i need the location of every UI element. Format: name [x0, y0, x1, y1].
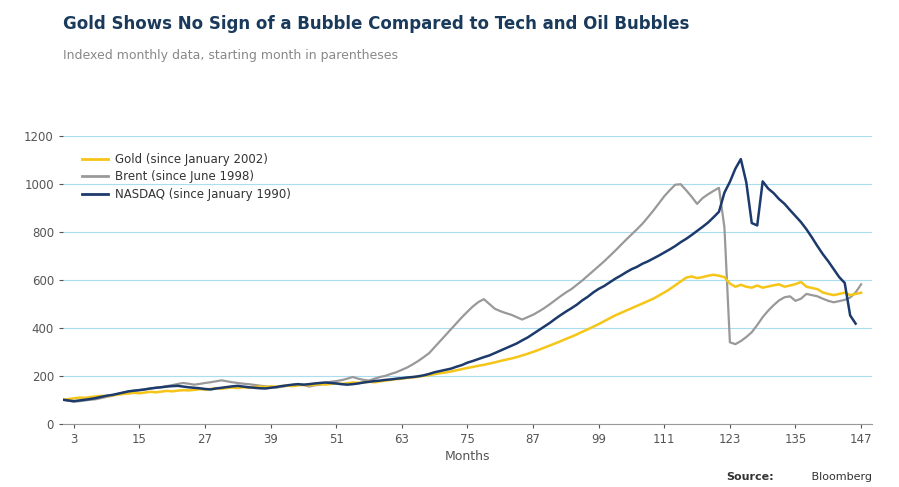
NASDAQ (since January 1990) — [850, 320, 861, 326]
Gold (since January 2002) — [856, 290, 867, 296]
Gold (since January 2002) — [494, 358, 505, 364]
NASDAQ (since January 1990) — [462, 360, 473, 366]
NASDAQ (since January 1990) — [528, 331, 539, 337]
Gold (since January 2002) — [686, 274, 697, 280]
Gold (since January 2002) — [271, 384, 281, 390]
Legend: Gold (since January 2002), Brent (since June 1998), NASDAQ (since January 1990): Gold (since January 2002), Brent (since … — [77, 148, 295, 206]
Brent (since June 1998) — [68, 399, 79, 405]
Brent (since June 1998) — [697, 195, 708, 201]
NASDAQ (since January 1990) — [254, 385, 265, 391]
NASDAQ (since January 1990) — [287, 382, 298, 388]
Gold (since January 2002) — [675, 279, 686, 284]
Line: Gold (since January 2002): Gold (since January 2002) — [63, 275, 861, 400]
Text: Source:: Source: — [726, 472, 774, 482]
Brent (since June 1998) — [276, 384, 287, 390]
NASDAQ (since January 1990) — [156, 384, 166, 390]
NASDAQ (since January 1990) — [735, 156, 746, 162]
Brent (since June 1998) — [58, 397, 68, 403]
Brent (since June 1998) — [675, 181, 686, 187]
NASDAQ (since January 1990) — [58, 397, 68, 403]
Line: Brent (since June 1998): Brent (since June 1998) — [63, 184, 861, 402]
X-axis label: Months: Months — [445, 450, 490, 463]
Brent (since June 1998) — [686, 194, 697, 200]
Gold (since January 2002) — [58, 397, 68, 403]
NASDAQ (since January 1990) — [260, 386, 271, 392]
Text: Bloomberg: Bloomberg — [808, 472, 872, 482]
Brent (since June 1998) — [615, 243, 626, 248]
Gold (since January 2002) — [708, 272, 719, 278]
Brent (since June 1998) — [856, 281, 867, 287]
Gold (since January 2002) — [610, 313, 620, 318]
Brent (since June 1998) — [501, 310, 512, 316]
Text: Indexed monthly data, starting month in parentheses: Indexed monthly data, starting month in … — [63, 49, 398, 62]
Gold (since January 2002) — [315, 381, 325, 387]
NASDAQ (since January 1990) — [68, 398, 79, 404]
Text: Gold Shows No Sign of a Bubble Compared to Tech and Oil Bubbles: Gold Shows No Sign of a Bubble Compared … — [63, 15, 690, 33]
Line: NASDAQ (since January 1990): NASDAQ (since January 1990) — [63, 159, 856, 401]
Brent (since June 1998) — [320, 380, 331, 386]
